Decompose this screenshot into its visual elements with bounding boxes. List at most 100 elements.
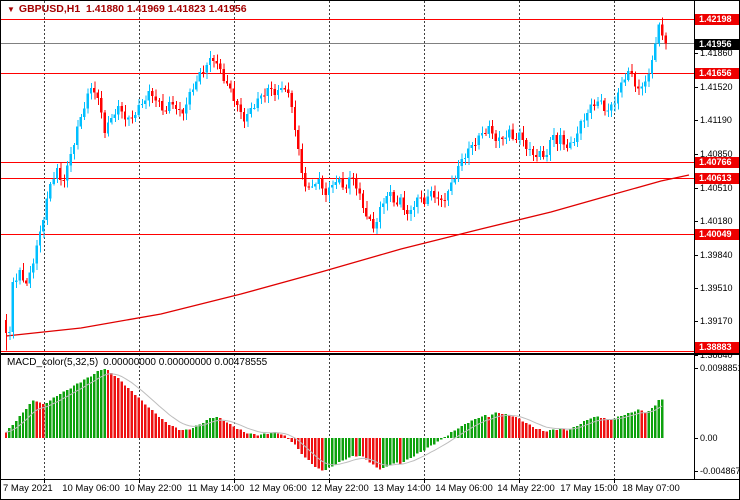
candle-body — [222, 68, 225, 81]
candle-body — [300, 148, 303, 173]
price-tick — [694, 355, 698, 356]
macd-bar — [144, 404, 147, 438]
candle-body — [93, 88, 96, 93]
candle-body — [521, 132, 524, 140]
candle-body — [582, 120, 586, 122]
macd-bar — [382, 438, 385, 469]
macd-bar — [185, 429, 188, 438]
macd-bar — [110, 373, 113, 438]
macd-tick-label: -0.0048675 — [700, 466, 739, 476]
price-tick-label: 1.40510 — [700, 183, 733, 193]
macd-bar — [103, 368, 106, 438]
macd-bar — [613, 418, 616, 438]
time-axis-label: 18 May 07:00 — [622, 483, 680, 494]
macd-bar — [130, 390, 133, 438]
macd-bar — [314, 438, 317, 467]
candle-body — [331, 185, 334, 188]
candle-body — [593, 104, 596, 107]
macd-bar — [545, 431, 548, 438]
candle-body — [140, 104, 144, 106]
candle-body — [480, 133, 484, 136]
candle-body — [151, 90, 154, 97]
macd-bar — [385, 438, 388, 467]
macd-bar — [236, 428, 239, 438]
candle-body — [538, 151, 541, 158]
candle-body — [389, 191, 392, 197]
macd-bar — [317, 438, 320, 469]
candle-body — [174, 104, 178, 109]
candle-body — [280, 88, 283, 90]
macd-bar — [259, 434, 263, 438]
candle-body — [365, 208, 368, 217]
macd-bar — [273, 431, 276, 438]
price-tick — [694, 321, 698, 322]
macd-bar — [28, 404, 31, 438]
macd-bar — [443, 437, 446, 438]
ma-line[interactable] — [5, 174, 690, 337]
candle-body — [606, 110, 609, 112]
candle-body — [630, 70, 633, 74]
macd-bar — [59, 394, 62, 438]
candle-body — [501, 137, 504, 139]
candle-body — [514, 138, 518, 140]
macd-indicator-canvas[interactable] — [1, 354, 694, 479]
macd-bar — [348, 438, 351, 458]
candle-body — [385, 196, 388, 204]
candle-body — [569, 142, 572, 149]
candle-body — [525, 140, 528, 150]
candle-body — [89, 88, 93, 94]
macd-bar — [123, 385, 127, 438]
macd-bar — [603, 418, 606, 438]
pane-separator[interactable] — [1, 353, 739, 355]
macd-bar — [640, 410, 643, 438]
macd-bar — [406, 438, 409, 460]
symbol-dropdown-icon[interactable]: ▼ — [7, 5, 15, 14]
macd-bar — [310, 438, 314, 465]
macd-bar — [593, 416, 596, 438]
price-tick-label: 1.41190 — [700, 115, 732, 125]
macd-bar — [426, 438, 429, 448]
main-chart-canvas[interactable] — [1, 1, 694, 354]
time-axis-label: 7 May 2021 — [3, 483, 53, 494]
candle-body — [18, 270, 21, 281]
time-tick — [329, 479, 330, 483]
macd-bar — [164, 421, 167, 438]
candle-body — [436, 197, 439, 199]
price-tick — [694, 53, 698, 54]
macd-bar — [480, 416, 484, 438]
candle-body — [266, 87, 269, 97]
time-axis-label: 12 May 22:00 — [311, 483, 369, 494]
candle-body — [120, 106, 123, 112]
macd-bar — [55, 396, 59, 438]
macd-bar — [127, 387, 130, 438]
macd-bar — [497, 412, 501, 438]
candle-body — [242, 112, 246, 122]
candle-body — [443, 200, 446, 201]
candle-body — [208, 58, 212, 65]
macd-bar — [542, 431, 545, 438]
candle-body — [96, 92, 99, 99]
candle-body — [382, 203, 385, 208]
macd-bar — [521, 421, 524, 438]
macd-bar — [358, 438, 361, 457]
candle-body — [589, 104, 592, 113]
price-level-label: 1.40049 — [695, 228, 739, 240]
candle-body — [225, 81, 229, 84]
candle-body — [477, 135, 480, 146]
candle-body — [450, 182, 453, 192]
macd-bar — [93, 373, 96, 438]
macd-bar — [344, 438, 348, 460]
macd-bar — [72, 385, 76, 438]
candle-body — [185, 104, 188, 114]
candle-body — [144, 100, 147, 105]
candle-body — [270, 87, 273, 90]
candle-body — [334, 182, 337, 185]
price-tick — [694, 188, 698, 189]
price-tick — [694, 120, 698, 121]
macd-bar — [219, 418, 222, 438]
price-tick — [694, 87, 698, 88]
macd-bar — [253, 434, 256, 438]
macd-bar — [106, 370, 110, 438]
macd-bar — [402, 438, 405, 463]
macd-bar — [154, 413, 157, 438]
